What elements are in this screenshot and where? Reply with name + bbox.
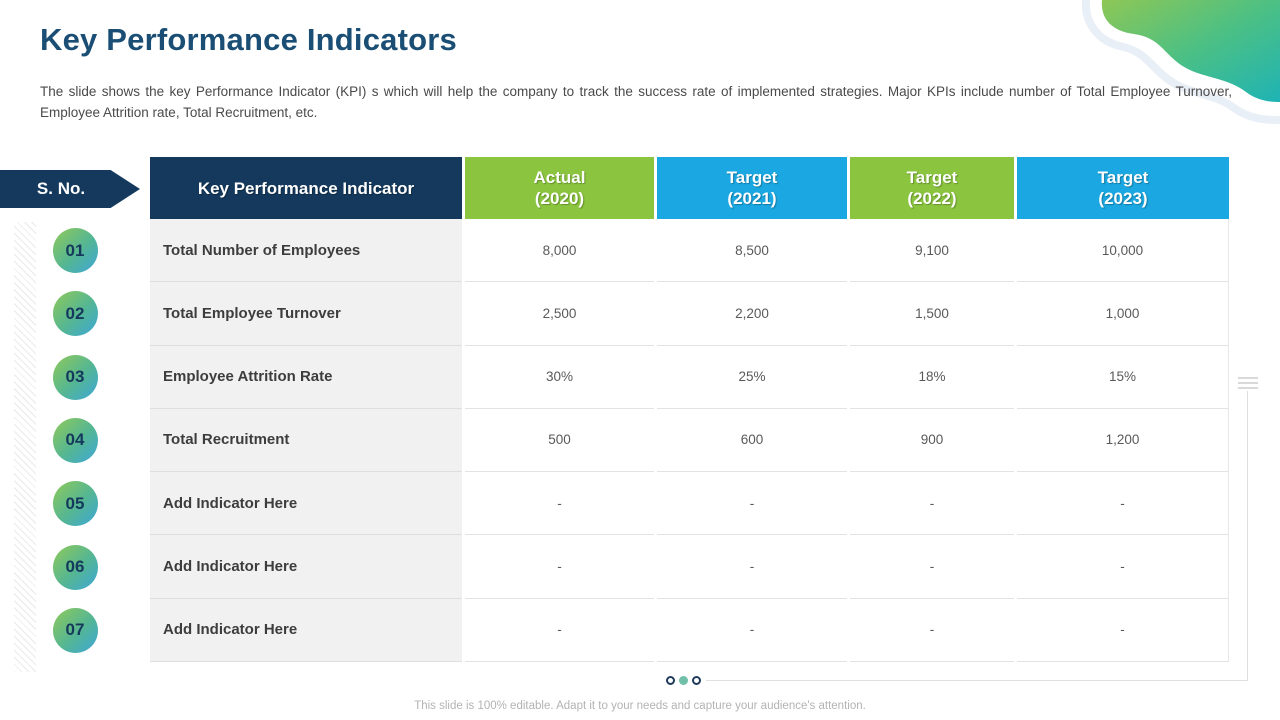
carousel-dot-inactive[interactable] bbox=[666, 676, 675, 685]
value-cell: - bbox=[850, 472, 1014, 536]
value-cell: 25% bbox=[657, 345, 847, 409]
value-cell: - bbox=[1017, 535, 1229, 599]
vertical-rule bbox=[1247, 391, 1248, 681]
value-cell: - bbox=[465, 598, 654, 662]
wave-gradient-blob bbox=[1101, 0, 1280, 102]
value-cell: 8,500 bbox=[657, 219, 847, 283]
serial-slot: 02 bbox=[52, 282, 98, 345]
indicator-cell: Total Number of Employees bbox=[150, 219, 462, 283]
serial-slot: 03 bbox=[52, 346, 98, 409]
table-header-year: Target (2023) bbox=[1017, 157, 1229, 219]
serial-number-arrow-label: S. No. bbox=[0, 170, 140, 208]
serial-number-badge: 03 bbox=[52, 354, 98, 400]
serial-slot: 07 bbox=[52, 599, 98, 662]
table-header-indicator: Key Performance Indicator bbox=[150, 157, 462, 219]
page-title: Key Performance Indicators bbox=[40, 22, 457, 57]
value-cell: 10,000 bbox=[1017, 219, 1229, 283]
horizontal-rule bbox=[706, 680, 1248, 681]
wave-svg bbox=[1081, 0, 1280, 124]
value-cell: - bbox=[657, 472, 847, 536]
indicator-cell: Total Recruitment bbox=[150, 408, 462, 473]
value-cell: 15% bbox=[1017, 345, 1229, 409]
hatch-pattern-strip bbox=[14, 222, 36, 672]
serial-number-badge: 04 bbox=[52, 417, 98, 463]
value-cell: 1,500 bbox=[850, 282, 1014, 346]
value-cell: 18% bbox=[850, 345, 1014, 409]
hamburger-lines-icon bbox=[1238, 377, 1258, 392]
table-header-year: Target (2022) bbox=[850, 157, 1014, 219]
indicator-cell: Total Employee Turnover bbox=[150, 282, 462, 346]
indicator-cell: Add Indicator Here bbox=[150, 535, 462, 599]
value-cell: 500 bbox=[465, 408, 654, 473]
carousel-dot-active[interactable] bbox=[679, 676, 688, 685]
serial-number-label: S. No. bbox=[36, 179, 86, 198]
value-cell: - bbox=[850, 598, 1014, 662]
footer-note: This slide is 100% editable. Adapt it to… bbox=[414, 700, 866, 712]
serial-number-badge: 02 bbox=[52, 291, 98, 337]
value-cell: 1,200 bbox=[1017, 408, 1229, 473]
value-cell: - bbox=[850, 535, 1014, 599]
indicator-cell: Add Indicator Here bbox=[150, 472, 462, 536]
wave-light-ribbon bbox=[1081, 0, 1280, 124]
value-cell: 2,200 bbox=[657, 282, 847, 346]
table-header-year: Target (2021) bbox=[657, 157, 847, 219]
value-cell: 2,500 bbox=[465, 282, 654, 346]
serial-slot: 04 bbox=[52, 409, 98, 472]
table-header-row: Key Performance Indicator Actual (2020) Ta… bbox=[150, 157, 1229, 219]
indicator-cell: Employee Attrition Rate bbox=[150, 345, 462, 409]
value-cell: 900 bbox=[850, 408, 1014, 473]
carousel-dot-inactive[interactable] bbox=[692, 676, 701, 685]
serial-number-badge: 06 bbox=[52, 544, 98, 590]
value-cell: - bbox=[657, 598, 847, 662]
serial-number-badge: 05 bbox=[52, 481, 98, 527]
value-cell: - bbox=[465, 535, 654, 599]
table-body: Total Number of Employees 8,000 8,500 9,100… bbox=[150, 219, 1229, 662]
corner-wave-decoration bbox=[1050, 0, 1280, 130]
serial-number-badge: 01 bbox=[52, 228, 98, 274]
value-cell: 30% bbox=[465, 345, 654, 409]
value-cell: 8,000 bbox=[465, 219, 654, 283]
slide-description: The slide shows the key Performance Indi… bbox=[40, 84, 1232, 120]
value-cell: - bbox=[1017, 598, 1229, 662]
serial-slot: 05 bbox=[52, 472, 98, 535]
indicator-cell: Add Indicator Here bbox=[150, 598, 462, 662]
serial-number-column: 01 02 03 04 05 06 07 bbox=[52, 219, 98, 662]
table-header-year: Actual (2020) bbox=[465, 157, 654, 219]
value-cell: 1,000 bbox=[1017, 282, 1229, 346]
serial-slot: 01 bbox=[52, 219, 98, 282]
value-cell: 600 bbox=[657, 408, 847, 473]
carousel-dots bbox=[666, 676, 701, 685]
value-cell: 9,100 bbox=[850, 219, 1014, 283]
kpi-table: Key Performance Indicator Actual (2020) Ta… bbox=[150, 157, 1229, 662]
serial-number-badge: 07 bbox=[52, 607, 98, 653]
value-cell: - bbox=[1017, 472, 1229, 536]
value-cell: - bbox=[657, 535, 847, 599]
value-cell: - bbox=[465, 472, 654, 536]
serial-slot: 06 bbox=[52, 535, 98, 598]
